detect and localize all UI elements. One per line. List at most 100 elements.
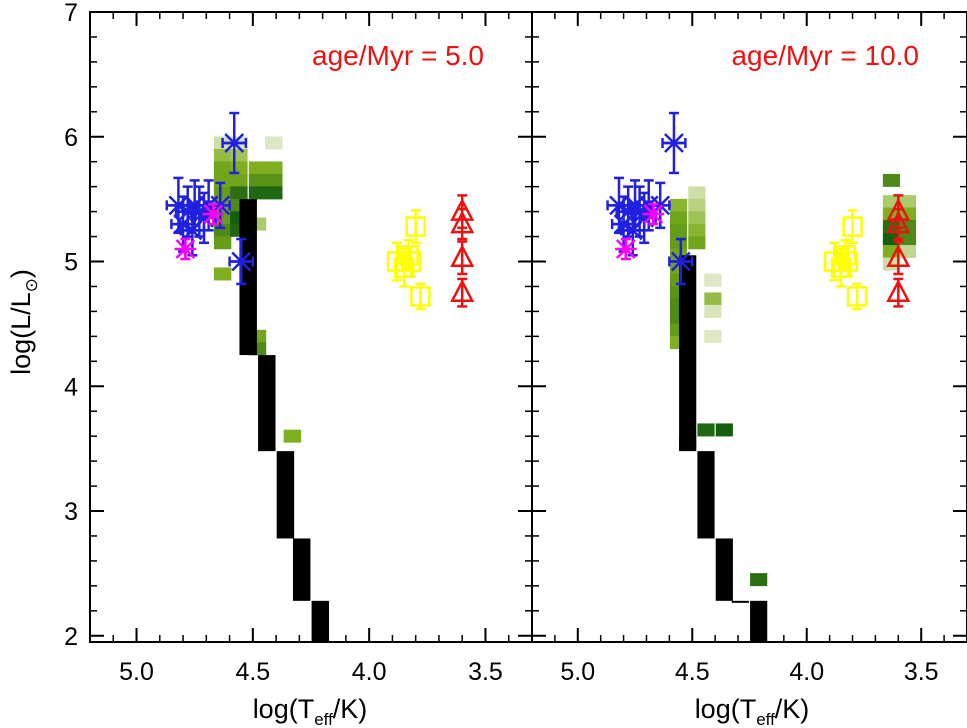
panel-frame bbox=[531, 11, 967, 643]
heatmap-cell bbox=[213, 173, 232, 187]
y-tick-label: 4 bbox=[64, 373, 78, 401]
heatmap-cell bbox=[704, 304, 722, 318]
heatmap-cell bbox=[688, 236, 706, 250]
heatmap-cell bbox=[704, 329, 722, 343]
y-tick-label: 7 bbox=[64, 0, 78, 27]
data-point bbox=[886, 277, 911, 308]
marker-square bbox=[846, 286, 868, 307]
marker-square bbox=[823, 251, 845, 272]
marker-square bbox=[386, 251, 408, 272]
isochrone-track-segment bbox=[679, 255, 697, 452]
data-point bbox=[837, 245, 859, 278]
data-point bbox=[846, 282, 868, 311]
plot-area bbox=[606, 111, 917, 642]
x-tick-label: 4.0 bbox=[352, 658, 387, 686]
heatmap-cell bbox=[230, 173, 248, 187]
heatmap-cell bbox=[704, 273, 722, 287]
x-axis-label-left-main: log(T bbox=[253, 694, 315, 724]
heatmap-cell bbox=[265, 161, 283, 175]
heatmap-cell bbox=[213, 223, 232, 237]
heatmap-cell bbox=[230, 186, 248, 200]
marker-square bbox=[842, 216, 863, 237]
heatmap-cell bbox=[704, 292, 722, 306]
x-axis-label-left-sub: eff bbox=[314, 710, 333, 728]
heatmap-cell bbox=[688, 186, 706, 200]
y-axis-label: log(L/L⊙) bbox=[6, 269, 41, 375]
heatmap-cell bbox=[265, 173, 283, 187]
marker-triangle bbox=[886, 210, 911, 234]
x-tick-label: 4.0 bbox=[789, 658, 824, 686]
heatmap-cell bbox=[248, 161, 267, 175]
isochrone-track-segment bbox=[750, 600, 768, 642]
marker-square bbox=[393, 257, 415, 278]
x-tick-label: 3.5 bbox=[904, 658, 939, 686]
marker-square bbox=[400, 251, 422, 272]
data-point bbox=[450, 240, 475, 276]
x-tick-label: 4.5 bbox=[675, 658, 710, 686]
data-point bbox=[228, 237, 255, 286]
data-point bbox=[823, 241, 845, 282]
y-tick-label: 6 bbox=[64, 124, 78, 152]
isochrone-track-segment bbox=[311, 600, 330, 642]
heatmap-cell bbox=[213, 148, 232, 162]
panel-age-10: 5.0 4.5 4.0 3.5 age/Myr = 10.0 bbox=[531, 11, 967, 686]
heatmap-cell bbox=[213, 186, 232, 200]
y-tick-label: 5 bbox=[64, 249, 78, 277]
data-point bbox=[615, 237, 637, 261]
heatmap-cell bbox=[265, 186, 283, 200]
x-axis-label-right-main: log(T bbox=[695, 694, 757, 724]
marker-triangle bbox=[886, 279, 911, 302]
heatmap-cell bbox=[882, 245, 901, 259]
marker-square bbox=[830, 257, 852, 278]
marker-square bbox=[837, 251, 859, 272]
heatmap-cell bbox=[688, 198, 706, 212]
plot-area bbox=[165, 111, 475, 642]
x-axis-label-right-sub: eff bbox=[756, 710, 775, 728]
heatmap-cell bbox=[697, 423, 715, 437]
x-tick-label: 5.0 bbox=[119, 658, 154, 686]
heatmap-cell bbox=[882, 257, 901, 271]
data-point bbox=[221, 111, 248, 175]
data-point bbox=[410, 282, 431, 311]
panel-frame bbox=[89, 11, 533, 643]
heatmap-cell bbox=[213, 236, 232, 250]
heatmap-cell bbox=[750, 573, 768, 587]
data-point bbox=[886, 207, 911, 241]
isochrone-track-segment bbox=[731, 600, 749, 603]
heatmap-cell bbox=[688, 223, 706, 237]
heatmap-cell bbox=[669, 223, 688, 237]
y-axis-label-end: ) bbox=[6, 269, 36, 278]
x-tick-label: 5.0 bbox=[560, 658, 595, 686]
y-axis-label-sub: ⊙ bbox=[22, 278, 41, 292]
isochrone-track-segment bbox=[276, 451, 295, 539]
heatmap-cell bbox=[882, 173, 901, 187]
x-axis-label-left: log(Teff/K) bbox=[253, 694, 368, 728]
y-axis-tick-labels: 2 3 4 5 6 7 bbox=[64, 0, 78, 651]
y-tick-label: 3 bbox=[64, 498, 78, 526]
heatmap-cell bbox=[265, 136, 283, 150]
marker-triangle bbox=[450, 279, 475, 302]
y-axis-label-main: log(L/L bbox=[6, 292, 36, 375]
isochrone-track-segment bbox=[697, 451, 715, 539]
x-tick-label: 3.5 bbox=[468, 658, 503, 686]
data-point bbox=[202, 202, 225, 226]
data-point bbox=[405, 209, 426, 245]
data-point bbox=[886, 240, 911, 276]
data-point bbox=[400, 245, 422, 278]
isochrone-track-segment bbox=[258, 355, 276, 452]
isochrone-track-segment bbox=[715, 538, 733, 601]
marker-triangle bbox=[886, 244, 911, 268]
marker-square bbox=[410, 286, 431, 307]
heatmap-cell bbox=[715, 423, 733, 437]
x-tick-label: 4.5 bbox=[235, 658, 270, 686]
heatmap-cell bbox=[248, 173, 267, 187]
data-point bbox=[661, 111, 687, 175]
age-annotation: age/Myr = 10.0 bbox=[731, 40, 919, 71]
heatmap-cell bbox=[669, 198, 688, 212]
y-tick-label: 2 bbox=[64, 623, 78, 651]
marker-square bbox=[405, 216, 426, 237]
data-point bbox=[450, 277, 475, 308]
heatmap-cell bbox=[669, 211, 688, 225]
heatmap-cell bbox=[248, 186, 267, 200]
